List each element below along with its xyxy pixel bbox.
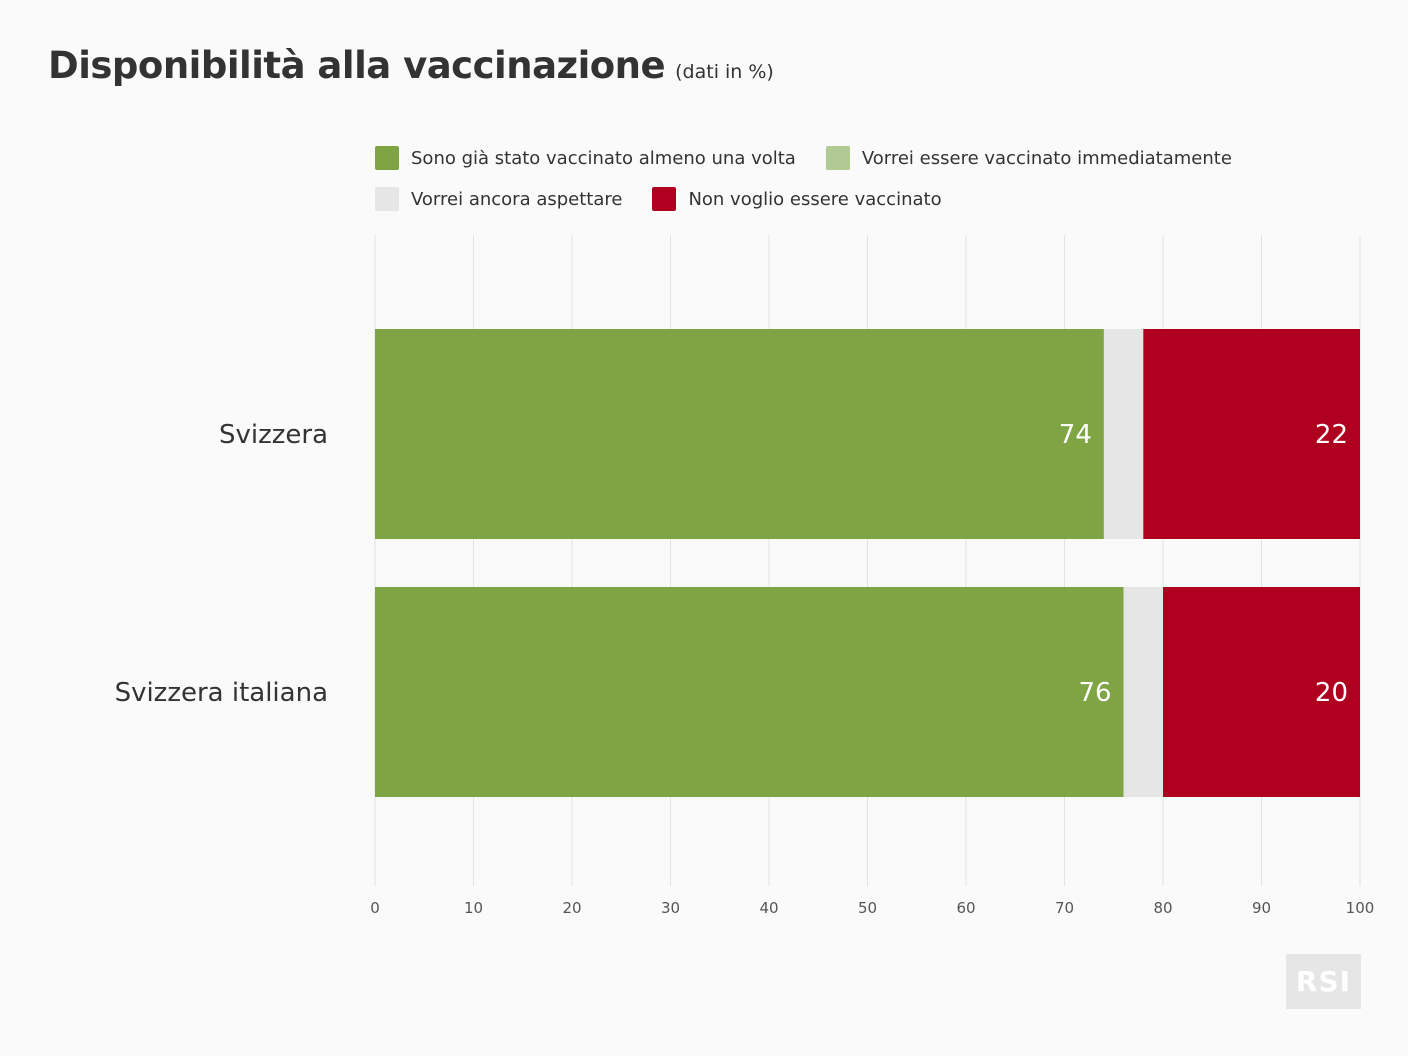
bar-segment [1163,587,1360,797]
legend-row-1: Sono già stato vaccinato almeno una volt… [375,146,1275,170]
legend-item-vaccinated: Sono già stato vaccinato almeno una volt… [375,146,796,170]
x-tick-label: 60 [956,899,975,917]
bar-segment [1103,329,1144,539]
bar-segment [1143,329,1360,539]
x-tick-label: 50 [858,899,877,917]
x-tick-label: 0 [370,899,380,917]
legend-label-wait: Vorrei ancora aspettare [411,188,623,210]
x-tick-label: 80 [1153,899,1172,917]
bar-segment [375,587,1124,797]
legend-swatch-immediately [825,146,850,170]
x-tick-label: 90 [1252,899,1271,917]
data-label: 74 [1059,420,1092,450]
x-tick-label: 70 [1055,899,1074,917]
data-label: 20 [1315,678,1348,708]
x-tick-label: 20 [562,899,581,917]
bar-segment [1123,587,1163,797]
chart-title: Disponibilità alla vaccinazione [48,44,666,87]
data-label: 76 [1079,678,1112,708]
legend-item-wait: Vorrei ancora aspettare [375,187,622,211]
legend-label-not-vaccinated: Non voglio essere vaccinato [688,188,942,210]
data-label: 22 [1315,420,1348,450]
legend-item-not-vaccinated: Non voglio essere vaccinato [652,187,942,211]
legend-swatch-vaccinated [375,146,399,170]
legend-item-immediately: Vorrei essere vaccinato immediatamente [825,146,1232,170]
legend-swatch-not-vaccinated [652,187,677,211]
bar-segment [375,329,1104,539]
category-label: Svizzera [219,420,328,450]
category-label: Svizzera italiana [115,678,328,708]
chart-subtitle: (dati in %) [675,61,774,83]
chart-title-row: Disponibilità alla vaccinazione (dati in … [48,44,774,87]
legend-row-2: Vorrei ancora aspettare Non voglio esser… [375,187,1275,211]
rsi-logo: RSI [1286,954,1361,1009]
legend-label-immediately: Vorrei essere vaccinato immediatamente [861,147,1232,169]
x-tick-label: 40 [759,899,778,917]
legend-label-vaccinated: Sono già stato vaccinato almeno una volt… [411,147,796,169]
x-tick-label: 100 [1346,899,1375,917]
x-tick-label: 30 [661,899,680,917]
legend-swatch-wait [375,187,399,211]
legend: Sono già stato vaccinato almeno una volt… [375,146,1275,228]
x-tick-label: 10 [464,899,483,917]
